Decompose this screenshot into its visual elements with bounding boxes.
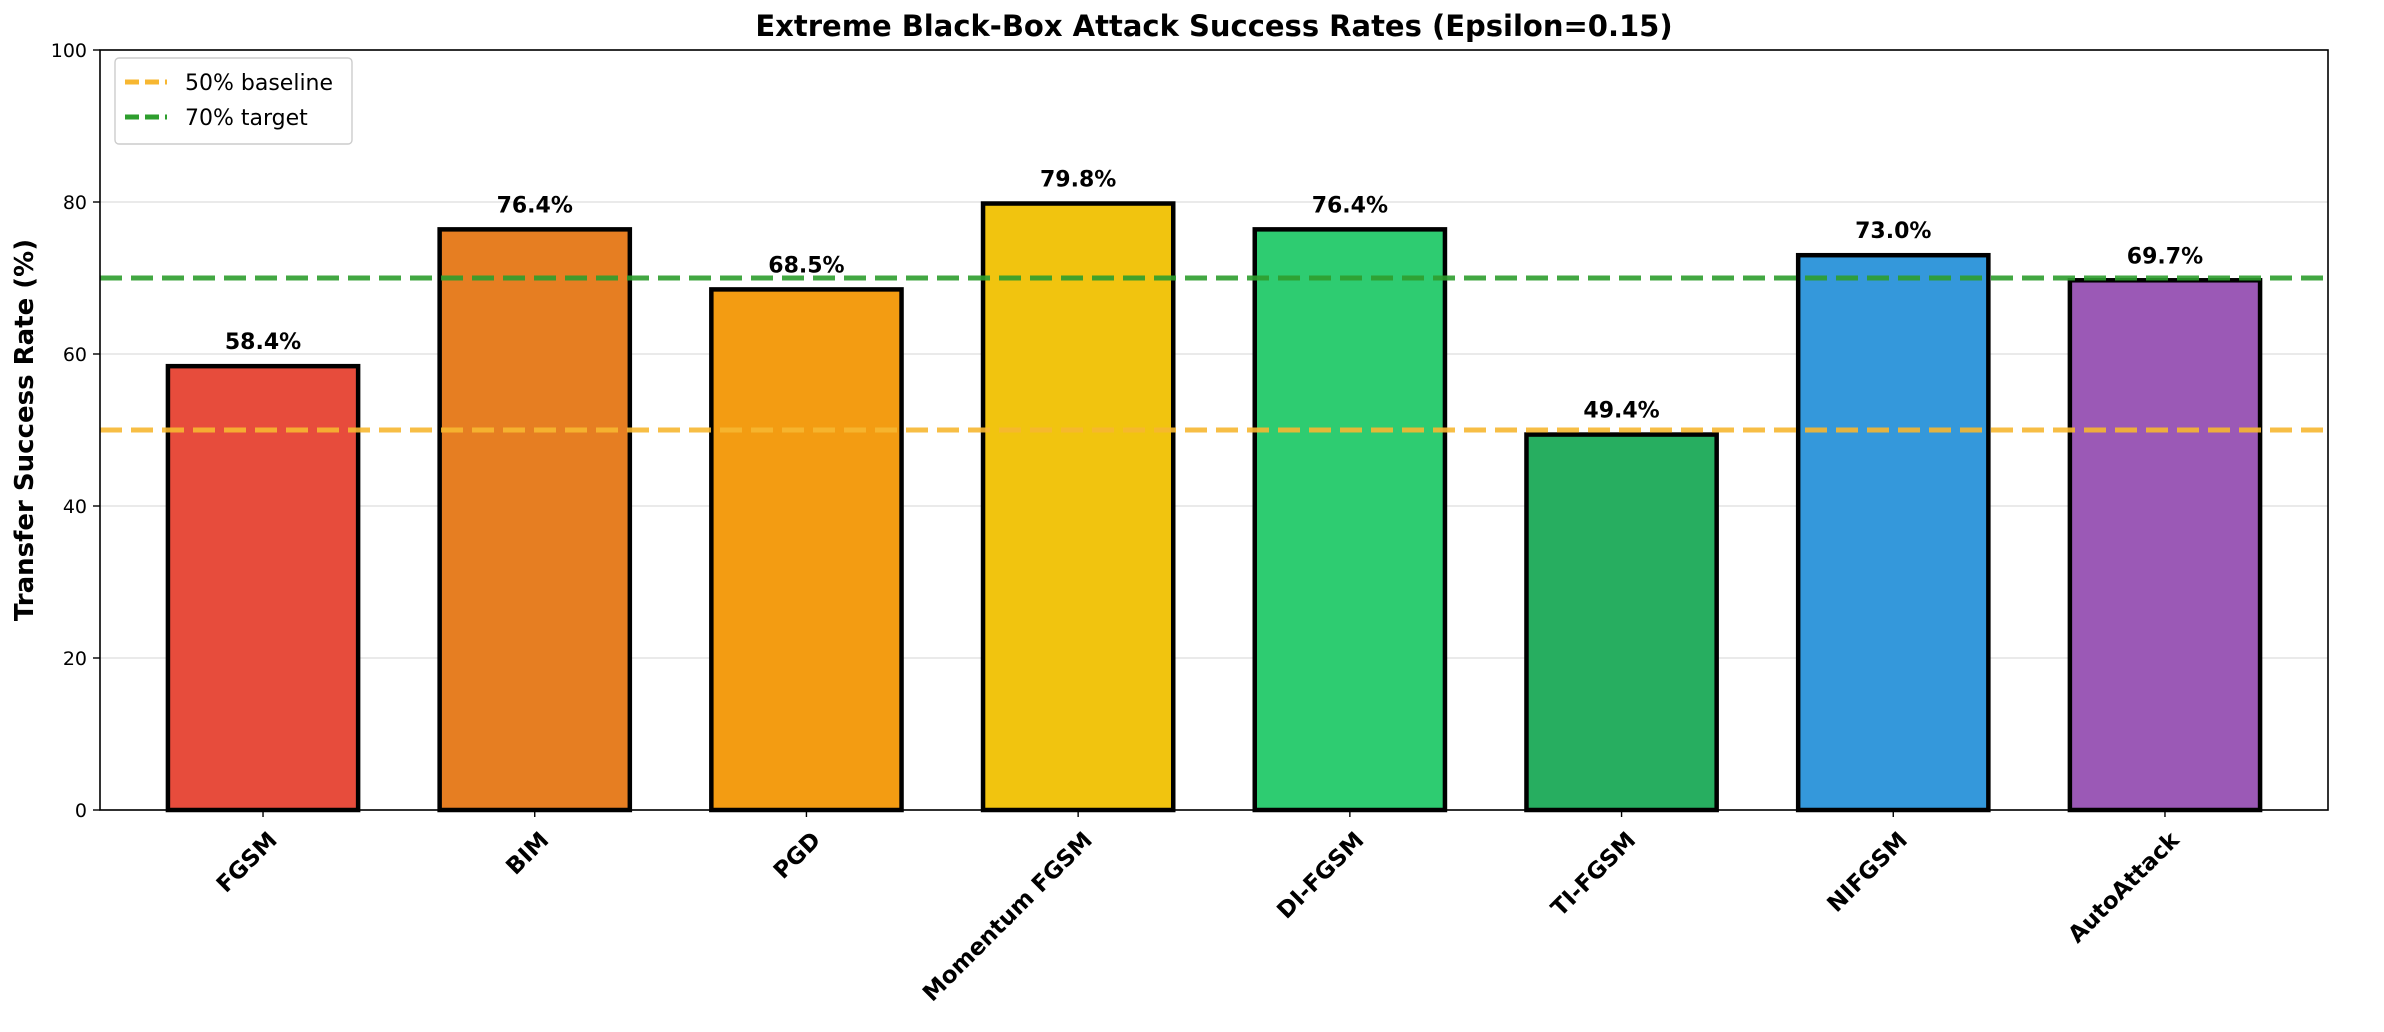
x-tick-label: AutoAttack [2064, 827, 2186, 949]
y-tick-label: 60 [63, 344, 87, 366]
legend-entry: 50% baseline [185, 71, 333, 96]
bars [165, 201, 2263, 813]
x-tick-label: BIM [501, 827, 554, 880]
x-tick-label: FGSM [212, 827, 283, 898]
y-tick-label: 100 [51, 40, 87, 62]
x-tick-label: PGD [769, 827, 826, 884]
y-tick-label: 20 [63, 648, 87, 670]
bar-data-label: 68.5% [768, 253, 844, 278]
y-tick-label: 80 [63, 192, 87, 214]
bar-data-label: 76.4% [497, 193, 573, 218]
x-tick-label: TI-FGSM [1547, 827, 1642, 922]
bar-data-label: 69.7% [2127, 244, 2203, 269]
bar-data-label: 76.4% [1312, 193, 1388, 218]
bar [709, 287, 904, 813]
y-axis-label: Transfer Success Rate (%) [10, 239, 40, 621]
bar-data-label: 79.8% [1040, 168, 1116, 193]
bar [2067, 278, 2263, 813]
bar [165, 363, 361, 813]
plot-frame [99, 49, 2329, 811]
x-tick-label: Momentum FGSM [918, 827, 1098, 1007]
x-tick-label: DI-FGSM [1272, 827, 1369, 924]
legend-entry: 70% target [185, 106, 308, 131]
bar-data-label: 73.0% [1855, 219, 1931, 244]
legend: 50% baseline 70% target [114, 57, 353, 145]
bar [1524, 432, 1719, 813]
y-axis: 0 20 40 60 80 100 [51, 40, 100, 822]
bar [1795, 252, 1991, 813]
bar [1252, 227, 1448, 813]
y-tick-label: 0 [75, 800, 87, 822]
bar [980, 201, 1176, 813]
y-tick-label: 40 [63, 496, 87, 518]
bar-data-label: 58.4% [225, 330, 301, 355]
bar-data-labels: 58.4% 76.4% 68.5% 79.8% 76.4% 49.4% 73.0% 69.7% [225, 168, 2203, 424]
chart-title: Extreme Black-Box Attack Success Rates (… [755, 9, 1672, 43]
bar [437, 227, 633, 813]
x-tick-label: NIFGSM [1822, 827, 1912, 917]
x-axis: FGSM BIM PGD Momentum FGSM DI-FGSM TI-FGSM NIF… [212, 810, 2185, 1007]
bar-data-label: 49.4% [1583, 399, 1659, 424]
legend-box [114, 57, 353, 145]
